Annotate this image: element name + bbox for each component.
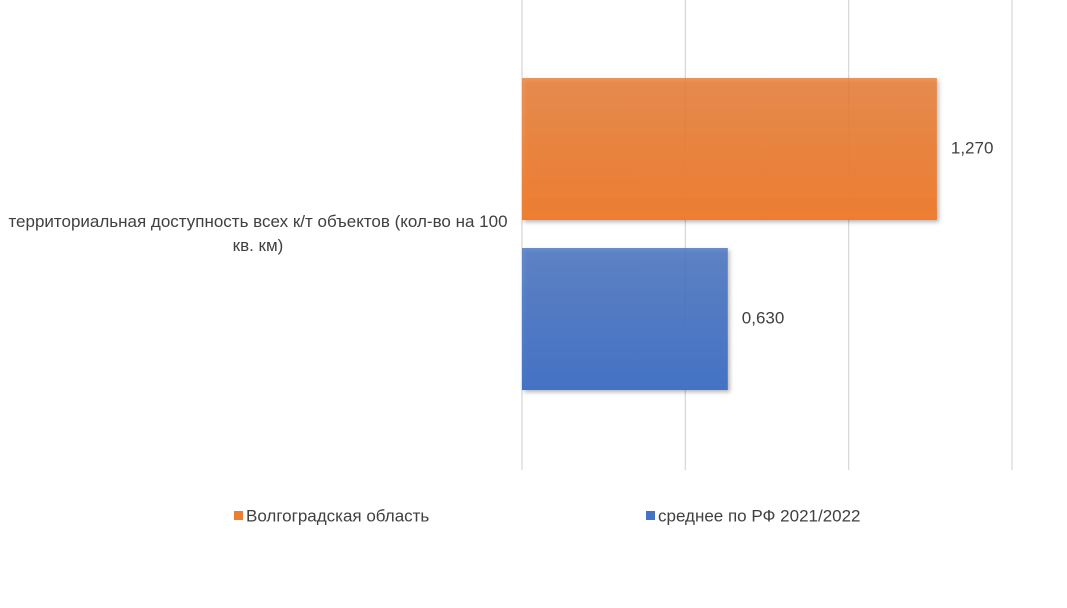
data-label: 1,270 (951, 138, 994, 157)
bar (522, 78, 937, 220)
legend-swatch (234, 511, 243, 520)
legend-label: Волгоградская область (246, 506, 429, 525)
legend-label: среднее по РФ 2021/2022 (658, 506, 861, 525)
legend-swatch (646, 511, 655, 520)
y-tick-label: территориальная доступность всех к/т объ… (8, 212, 508, 255)
data-label: 0,630 (742, 308, 785, 327)
bar (522, 248, 728, 390)
